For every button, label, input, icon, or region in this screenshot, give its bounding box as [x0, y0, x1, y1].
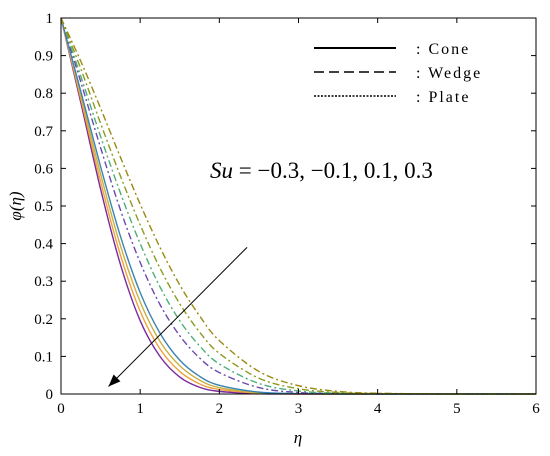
y-tick-label: 0 — [46, 387, 54, 403]
axes-layer: 0 1 2 3 4 5 6 0 0.1 0.2 0.3 0.4 0.5 0.6 0.7 0.8 0.9 1 — [34, 11, 540, 417]
y-tick-label: 0.7 — [34, 124, 53, 140]
y-tick-label: 0.8 — [34, 86, 53, 102]
x-tick-label: 3 — [295, 401, 303, 417]
legend-label-dotted: : Plate — [416, 89, 470, 106]
series-line-5 — [60, 17, 536, 395]
annotation-arrow-shaft — [108, 247, 248, 387]
x-tick-label: 0 — [57, 401, 65, 417]
y-tick-label: 1 — [46, 11, 54, 27]
y-axis-label: φ(η) — [6, 191, 25, 220]
annotation-text: Su = −0.3, −0.1, 0.1, 0.3 — [210, 158, 433, 183]
annotation-values: = −0.3, −0.1, 0.1, 0.3 — [239, 158, 433, 183]
y-tick-label: 0.2 — [34, 312, 53, 328]
legend: : Cone : Wedge : Plate — [314, 41, 482, 106]
y-tick-label: 0.1 — [34, 349, 53, 365]
y-tick-label: 0.5 — [34, 199, 53, 215]
annotation: Su = −0.3, −0.1, 0.1, 0.3 — [108, 158, 433, 387]
x-tick-label: 1 — [136, 401, 144, 417]
x-tick-label: 6 — [532, 401, 540, 417]
y-tick-label: 0.3 — [34, 274, 53, 290]
x-axis-label: η — [294, 428, 302, 447]
series-line-8 — [60, 17, 537, 395]
x-tick-label: 4 — [374, 401, 382, 417]
x-tick-label: 5 — [453, 401, 461, 417]
y-tick-label: 0.4 — [34, 237, 53, 253]
annotation-arrow-head — [108, 374, 121, 387]
legend-label-dashed: : Wedge — [416, 65, 482, 82]
y-tick-label: 0.6 — [34, 161, 53, 177]
annotation-variable: Su — [210, 158, 233, 183]
y-tick-label: 0.9 — [34, 49, 53, 65]
x-tick-label: 2 — [216, 401, 224, 417]
legend-label-solid: : Cone — [416, 41, 470, 58]
